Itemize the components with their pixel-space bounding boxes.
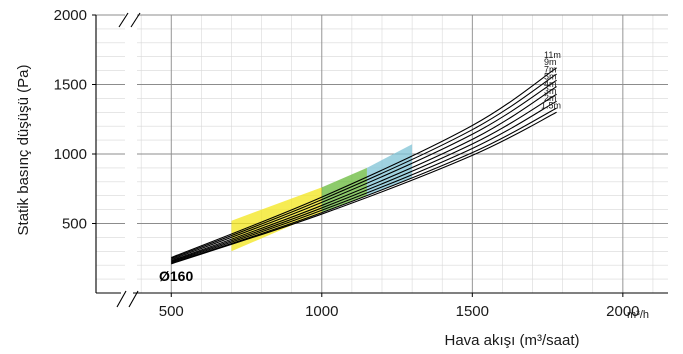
velocity-band-1 [231,187,322,252]
series-line-3m [171,100,557,263]
y-tick-label: 1500 [54,77,87,94]
chart-series-lines [171,67,557,265]
series-line-5m [171,86,557,262]
series-label-11m: 11m [544,50,561,60]
x-tick-label: 1000 [305,303,338,320]
x-tick-label: 500 [159,303,184,320]
series-line-9m [171,73,557,260]
y-axis-title: Statik basınç düşüşü (Pa) [15,65,32,236]
diameter-annotation: Ø160 [159,268,193,284]
series-label-3m: 3m [544,86,557,96]
chart-tick-labels: 500 1000 1500 2000 500 1000 1500 2000 [54,7,640,320]
series-label-9m: 9m [544,57,557,67]
series-label-1.5m: 1.5m [541,100,561,110]
series-line-2m [171,107,557,264]
axis-break-mark-bottom [116,290,127,308]
x-axis-title: Hava akışı (m³/saat) [444,332,579,349]
x-unit-label: m³/h [627,309,649,321]
series-label-7m: 7m [544,64,557,74]
y-tick-label: 2000 [54,7,87,24]
x-tick-label: 2000 [606,303,639,320]
axis-break-mark-top [130,12,141,28]
x-tick-label: 1500 [456,303,489,320]
axis-break-mark-bottom [128,290,139,308]
series-label-5m: 5m [544,72,557,82]
y-tick-label: 1000 [54,146,87,163]
axis-break-mark-top [118,12,129,28]
y-tick-label: 500 [62,216,87,233]
series-line-1.5m [171,111,557,265]
series-label-4m: 4m [544,79,557,89]
series-line-7m [171,79,557,261]
series-line-4m [171,93,557,263]
chart-grid [96,13,668,295]
series-label-2m: 2m [544,93,557,103]
axis-break-gap [125,13,137,295]
series-line-11m [171,67,557,259]
